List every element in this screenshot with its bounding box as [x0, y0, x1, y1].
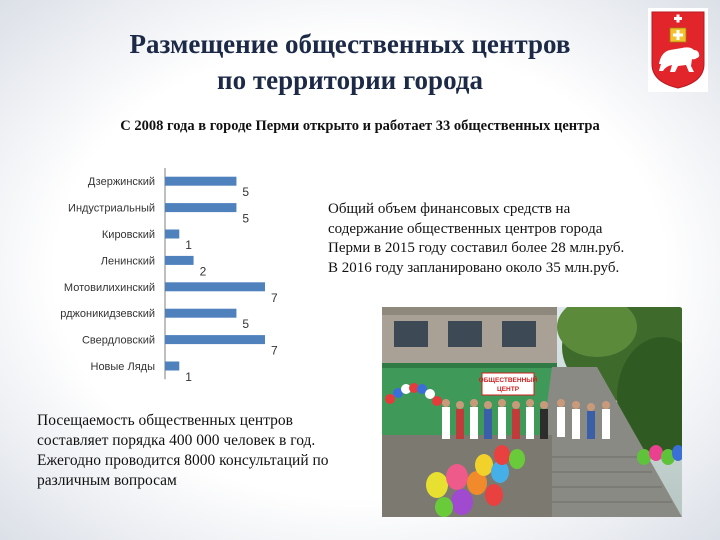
chart-value-label: 1	[185, 370, 192, 384]
chart-category-label: Свердловский	[82, 335, 155, 347]
finance-line-1: Общий объем финансовых средств на	[328, 201, 571, 217]
chart-bar	[165, 229, 180, 239]
chart-category-label: Ленинский	[101, 255, 155, 267]
chart-bar	[165, 282, 265, 292]
chart-category-label: Новые Ляды	[91, 361, 156, 373]
svg-text:ЦЕНТР: ЦЕНТР	[497, 386, 520, 393]
finance-line-2: содержание общественных центров города	[328, 220, 603, 237]
chart-category-label: Орджоникидзевский	[60, 308, 155, 320]
finance-text: Общий объем финансовых средств на содерж…	[328, 200, 708, 278]
title-line-1: Размещение общественных центров	[129, 29, 571, 59]
photo-community-center: ОБЩЕСТВЕННЫЙ ЦЕНТР	[382, 307, 682, 517]
chart-category-label: Индустриальный	[68, 203, 155, 215]
photo-illustration: ОБЩЕСТВЕННЫЙ ЦЕНТР	[382, 307, 682, 517]
chart-value-label: 5	[242, 317, 249, 331]
chart-value-label: 2	[200, 264, 207, 278]
finance-line-3: Перми в 2015 году составил более 28 млн.…	[328, 240, 625, 256]
attendance-line-4: различным вопросам	[37, 472, 177, 489]
perm-coat-of-arms-icon	[648, 8, 708, 92]
chart-bar	[165, 361, 180, 371]
chart-value-label: 7	[271, 344, 278, 358]
chart-value-label: 1	[185, 238, 192, 252]
chart-bar	[165, 203, 237, 213]
chart-bar	[165, 335, 265, 345]
attendance-line-3: Ежегодно проводится 8000 консультаций по	[37, 452, 329, 469]
chart-bar	[165, 308, 237, 318]
subtitle: С 2008 года в городе Перми открыто и раб…	[120, 118, 600, 134]
attendance-line-1: Посещаемость общественных центров	[37, 412, 293, 429]
chart-value-label: 5	[242, 185, 249, 199]
attendance-text: Посещаемость общественных центров состав…	[37, 411, 387, 491]
chart-svg: Дзержинский 5 Индустриальный 5 Кировский 1 Лен…	[60, 168, 278, 384]
bar-chart: Дзержинский 5 Индустриальный 5 Кировский 1 Лен…	[60, 162, 300, 387]
title-line-2: по территории города	[217, 65, 483, 95]
chart-value-label: 7	[271, 291, 278, 305]
chart-category-label: Мотовилихинский	[64, 282, 155, 294]
attendance-line-2: составляет порядка 400 000 человек в год…	[37, 432, 316, 449]
page-title: Размещение общественных центров по терри…	[60, 26, 640, 98]
gospel-icon	[669, 27, 687, 43]
chart-bar	[165, 255, 194, 265]
chart-bar	[165, 176, 237, 186]
chart-value-label: 5	[242, 212, 249, 226]
chart-category-label: Кировский	[102, 229, 155, 241]
finance-line-4: В 2016 году запланировано около 35 млн.р…	[328, 259, 620, 276]
svg-text:ОБЩЕСТВЕННЫЙ: ОБЩЕСТВЕННЫЙ	[479, 375, 538, 384]
chart-category-label: Дзержинский	[88, 176, 155, 188]
